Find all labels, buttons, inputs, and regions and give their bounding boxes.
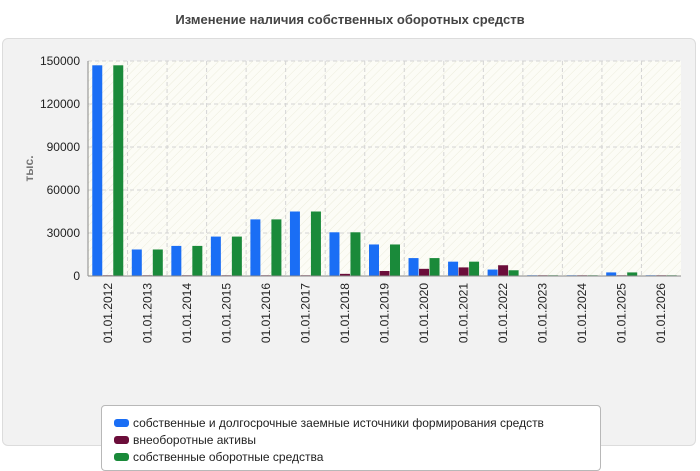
legend-swatch — [114, 452, 129, 461]
bar — [152, 249, 163, 276]
y-axis-label: тыс. — [22, 155, 36, 181]
x-tick-label: 01.01.2012 — [101, 283, 115, 343]
y-tick-label: 0 — [73, 269, 80, 283]
bar — [339, 273, 350, 276]
x-tick-label: 01.01.2019 — [378, 283, 392, 343]
bar — [289, 211, 300, 276]
x-tick-label: 01.01.2020 — [417, 283, 431, 343]
y-tick-label: 150000 — [40, 54, 80, 68]
x-tick-label: 01.01.2015 — [219, 283, 233, 343]
bar — [390, 244, 400, 276]
bar — [210, 236, 221, 276]
y-tick-label: 90000 — [47, 140, 81, 154]
bar — [310, 211, 321, 276]
x-tick-label: 01.01.2024 — [575, 283, 589, 343]
bar — [469, 261, 480, 276]
x-tick-label: 01.01.2017 — [298, 283, 312, 343]
chart-panel: 0 30000 60000 90000 120000 150000 01.01.2012 01… — [2, 38, 696, 471]
bar — [606, 272, 617, 276]
legend-label: собственные оборотные средства — [133, 449, 324, 464]
legend-label: собственные и долгосрочные заемные источ… — [133, 415, 544, 430]
bar — [508, 270, 519, 276]
x-tick-label: 01.01.2014 — [180, 283, 194, 343]
bar — [448, 261, 459, 276]
bar — [429, 258, 440, 276]
chart-title: Изменение наличия собственных оборотных … — [175, 12, 525, 27]
bar — [627, 272, 638, 276]
bar — [408, 258, 419, 276]
bar-chart: 0 30000 60000 90000 120000 150000 01.01.2012 01… — [22, 54, 681, 343]
bar — [231, 236, 242, 276]
bar — [192, 245, 203, 276]
legend-item: собственные и долгосрочные заемные источ… — [114, 414, 590, 431]
y-tick-label: 60000 — [47, 183, 81, 197]
bar — [350, 232, 361, 276]
y-tick-label: 120000 — [40, 97, 80, 111]
bar — [369, 244, 379, 276]
x-tick-label: 01.01.2013 — [140, 283, 154, 343]
legend-label: внеоборотные активы — [133, 432, 256, 447]
bar — [113, 65, 124, 276]
x-tick-label: 01.01.2025 — [615, 283, 629, 343]
legend-swatch — [114, 418, 129, 427]
legend-item: внеоборотные активы — [114, 431, 590, 448]
bar — [379, 270, 390, 276]
x-tick-label: 01.01.2018 — [338, 283, 352, 343]
bar — [171, 245, 182, 276]
bar — [131, 249, 142, 276]
bar — [419, 268, 430, 276]
legend-swatch — [114, 435, 129, 444]
x-tick-label: 01.01.2026 — [654, 283, 668, 343]
x-tick-label: 01.01.2016 — [259, 283, 273, 343]
legend-item: собственные оборотные средства — [114, 448, 590, 465]
bar — [329, 232, 340, 276]
bar — [498, 265, 509, 276]
bar — [271, 219, 282, 276]
y-tick-label: 30000 — [47, 226, 81, 240]
bar — [250, 219, 261, 276]
plot-area — [88, 61, 681, 276]
bar — [458, 267, 469, 276]
chart-legend: собственные и долгосрочные заемные источ… — [101, 405, 601, 471]
x-tick-label: 01.01.2021 — [457, 283, 471, 343]
x-tick-label: 01.01.2023 — [536, 283, 550, 343]
bar — [92, 65, 103, 276]
bar — [487, 269, 498, 276]
x-tick-label: 01.01.2022 — [496, 283, 510, 343]
